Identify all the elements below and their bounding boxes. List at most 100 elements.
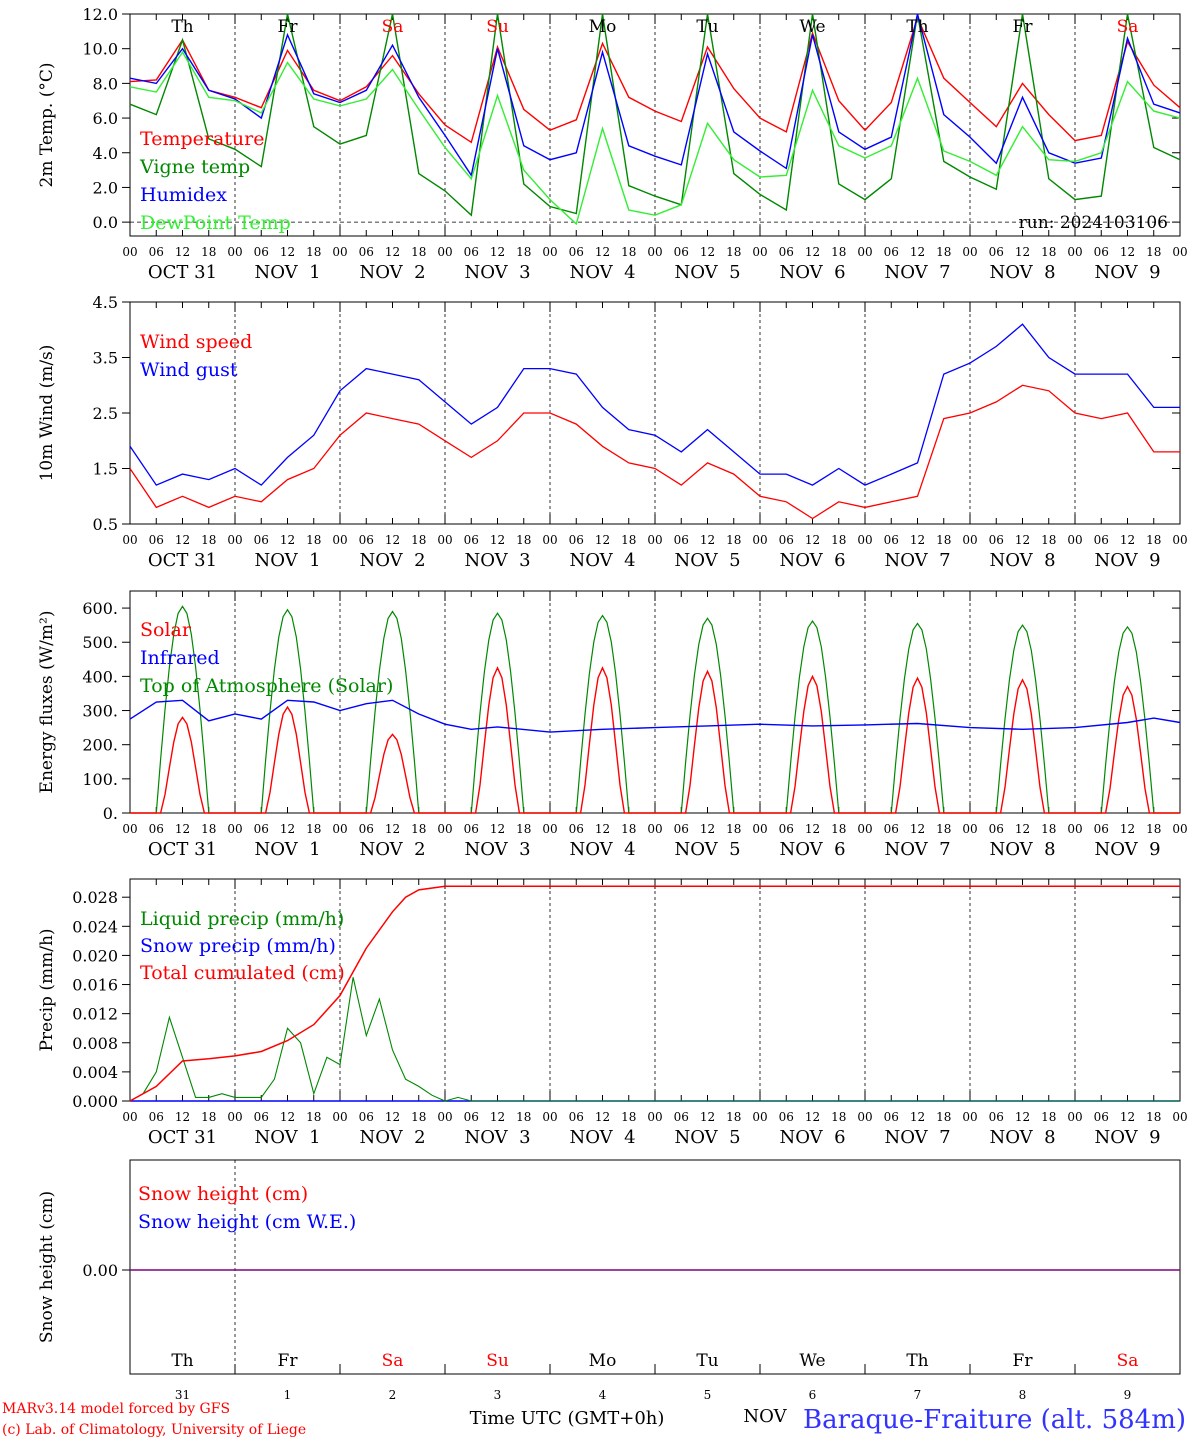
y-axis-label: Precip (mm/h) xyxy=(37,928,57,1051)
hour-tick-label: 12 xyxy=(490,1110,505,1124)
hour-tick-label: 06 xyxy=(464,1110,479,1124)
hour-tick-label: 12 xyxy=(175,245,190,259)
hour-tick-label: 12 xyxy=(595,245,610,259)
date-label: NOV 4 xyxy=(569,1127,635,1148)
hour-tick-label: 00 xyxy=(437,1110,452,1124)
bottom-day-number: 8 xyxy=(1019,1388,1027,1402)
date-label: NOV 9 xyxy=(1094,839,1160,860)
date-label: NOV 1 xyxy=(254,839,320,860)
weekday-label: Sa xyxy=(382,17,404,37)
y-axis-label: Energy fluxes (W/m²) xyxy=(37,611,57,794)
hour-tick-label: 00 xyxy=(752,822,767,836)
hour-tick-label: 00 xyxy=(437,822,452,836)
hour-tick-label: 18 xyxy=(831,1110,846,1124)
hour-tick-label: 18 xyxy=(936,1110,951,1124)
hour-tick-label: 06 xyxy=(779,1110,794,1124)
hour-tick-label: 12 xyxy=(385,533,400,547)
y-tick-label: 0.020 xyxy=(72,946,118,965)
bottom-weekday-label: Su xyxy=(486,1351,509,1371)
hour-tick-label: 00 xyxy=(542,822,557,836)
y-tick-label: 1.5 xyxy=(93,460,118,479)
hour-tick-label: 06 xyxy=(464,533,479,547)
hour-tick-label: 06 xyxy=(779,245,794,259)
hour-tick-label: 12 xyxy=(1120,1110,1135,1124)
hour-tick-label: 06 xyxy=(359,245,374,259)
hour-tick-label: 18 xyxy=(306,1110,321,1124)
hour-tick-label: 00 xyxy=(332,1110,347,1124)
hour-tick-label: 18 xyxy=(936,822,951,836)
bottom-weekday-label: Th xyxy=(906,1351,928,1371)
date-label: NOV 3 xyxy=(464,550,530,571)
hour-tick-label: 12 xyxy=(1120,533,1135,547)
date-label: NOV 2 xyxy=(359,550,425,571)
date-label: NOV 1 xyxy=(254,550,320,571)
hour-tick-label: 06 xyxy=(569,822,584,836)
y-axis-label: 10m Wind (m/s) xyxy=(37,345,57,482)
hour-tick-label: 06 xyxy=(779,822,794,836)
y-tick-label: 4.0 xyxy=(93,144,118,163)
bottom-weekday-label: Sa xyxy=(1117,1351,1139,1371)
hour-tick-label: 00 xyxy=(962,245,977,259)
legend-entry: Snow height (cm W.E.) xyxy=(138,1211,356,1233)
weekday-label: Sa xyxy=(1117,17,1139,37)
legend-entry: Snow precip (mm/h) xyxy=(140,935,336,957)
y-tick-label: 100. xyxy=(82,770,118,789)
bottom-day-number: 5 xyxy=(704,1388,712,1402)
hour-tick-label: 06 xyxy=(1094,533,1109,547)
date-label: NOV 7 xyxy=(884,1127,950,1148)
footer-credit-line: (c) Lab. of Climatology, University of L… xyxy=(2,1422,306,1438)
hour-tick-label: 00 xyxy=(857,822,872,836)
hour-tick-label: 12 xyxy=(280,533,295,547)
hour-tick-label: 12 xyxy=(595,533,610,547)
hour-tick-label: 00 xyxy=(227,245,242,259)
cumulated-precip-line xyxy=(129,885,1180,1102)
date-label: NOV 6 xyxy=(779,550,845,571)
date-label: NOV 8 xyxy=(989,1127,1055,1148)
hour-tick-label: 06 xyxy=(149,822,164,836)
hour-tick-label: 00 xyxy=(1067,245,1082,259)
hour-tick-label: 06 xyxy=(359,533,374,547)
hour-tick-label: 00 xyxy=(647,1110,662,1124)
hour-tick-label: 18 xyxy=(1041,533,1056,547)
date-label: OCT 31 xyxy=(148,262,217,283)
date-label: NOV 8 xyxy=(989,262,1055,283)
hour-tick-label: 00 xyxy=(647,533,662,547)
date-label: NOV 2 xyxy=(359,1127,425,1148)
hour-tick-label: 18 xyxy=(201,1110,216,1124)
date-label: NOV 3 xyxy=(464,1127,530,1148)
hour-tick-label: 00 xyxy=(1067,1110,1082,1124)
hour-tick-label: 06 xyxy=(149,1110,164,1124)
bottom-day-number: 2 xyxy=(389,1388,397,1402)
hour-tick-label: 12 xyxy=(1120,822,1135,836)
date-label: NOV 8 xyxy=(989,839,1055,860)
legend-entry: Infrared xyxy=(140,647,220,669)
hour-tick-label: 18 xyxy=(201,245,216,259)
weekday-label: We xyxy=(799,17,825,37)
date-label: NOV 5 xyxy=(674,1127,740,1148)
y-tick-label: 300. xyxy=(82,702,118,721)
legend-entry: Snow height (cm) xyxy=(138,1183,308,1205)
legend-entry: Total cumulated (cm) xyxy=(140,962,345,984)
hour-tick-label: 00 xyxy=(962,1110,977,1124)
hour-tick-label: 18 xyxy=(726,822,741,836)
y-tick-label: 6.0 xyxy=(93,109,118,128)
y-tick-label: 600. xyxy=(82,599,118,618)
hour-tick-label: 06 xyxy=(359,1110,374,1124)
legend-entry: Vigne temp xyxy=(139,156,250,178)
hour-tick-label: 12 xyxy=(700,245,715,259)
hour-tick-label: 06 xyxy=(464,245,479,259)
y-tick-label: 0.00 xyxy=(82,1261,118,1280)
hour-tick-label: 00 xyxy=(857,245,872,259)
hour-tick-label: 12 xyxy=(1015,822,1030,836)
hour-tick-label: 18 xyxy=(411,1110,426,1124)
hour-tick-label: 06 xyxy=(569,1110,584,1124)
hour-tick-label: 06 xyxy=(254,533,269,547)
hour-tick-label: 00 xyxy=(437,533,452,547)
bottom-day-number: 9 xyxy=(1124,1388,1132,1402)
hour-tick-label: 18 xyxy=(726,1110,741,1124)
date-label: NOV 1 xyxy=(254,1127,320,1148)
hour-tick-label: 18 xyxy=(306,245,321,259)
hour-tick-label: 00 xyxy=(122,533,137,547)
hour-tick-label: 00 xyxy=(542,245,557,259)
